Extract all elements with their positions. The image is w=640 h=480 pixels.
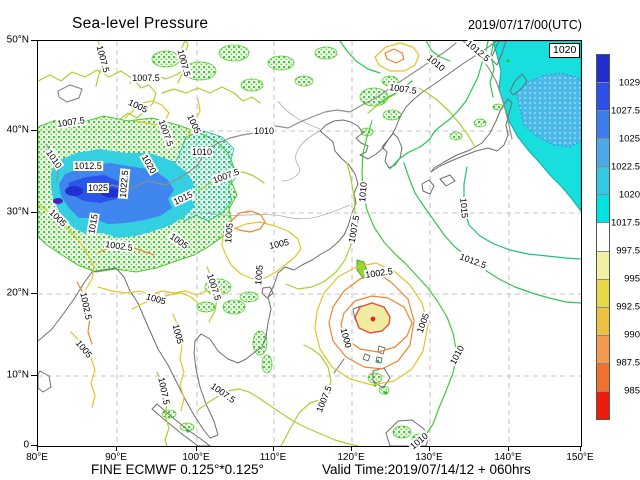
- tibet-high-fills: [38, 115, 239, 273]
- y-axis-tick: [31, 445, 37, 446]
- map-frame: 1007.5 1007.5 1007.5 1005 1007.5 1005 1007.5 10…: [37, 37, 582, 452]
- typhoon-core: [354, 302, 391, 334]
- x-axis-tick: [351, 446, 352, 451]
- x-axis-tick: [580, 446, 581, 451]
- typhoon-center-marker: [370, 316, 376, 322]
- x-axis-tick-label: 140°E: [494, 452, 522, 463]
- colorbar-cell: [597, 363, 609, 392]
- x-axis-tick: [116, 446, 117, 451]
- x-axis-tick-label: 110°E: [259, 452, 287, 463]
- x-axis-tick: [508, 446, 509, 451]
- colorbar-label: 997.5: [616, 245, 640, 257]
- forecast-datetime: 2019/07/17/00(UTC): [468, 18, 582, 32]
- colorbar-cell: [597, 139, 609, 168]
- colorbar-label: 985: [624, 385, 640, 397]
- colorbar-label: 990: [624, 329, 640, 341]
- green-spot-markers: [186, 59, 510, 433]
- pacific-high-1020-core: [515, 72, 581, 148]
- colorbar-cell: [597, 111, 609, 140]
- x-axis-tick: [196, 446, 197, 451]
- model-resolution-text: FINE ECMWF 0.125°*0.125°: [91, 462, 264, 477]
- colorbar-cell: [597, 391, 609, 420]
- colorbar-cell: [597, 251, 609, 280]
- colorbar-cell: [597, 55, 609, 84]
- x-axis-tick-label: 120°E: [337, 452, 365, 463]
- x-axis-tick-label: 90°E: [105, 452, 127, 463]
- colorbar-label: 995: [624, 273, 640, 285]
- y-axis-tick: [31, 130, 37, 131]
- y-axis-tick-label: 30°N: [6, 206, 29, 218]
- x-axis-tick-label: 150°E: [566, 452, 594, 463]
- valid-time-text: Valid Time:2019/07/14/12 + 060hrs: [322, 462, 531, 477]
- colorbar-cell: [597, 335, 609, 364]
- y-axis-tick-label: 0: [23, 439, 29, 451]
- colorbar-label: 1025: [618, 133, 640, 145]
- colorbar-label: 987.5: [616, 357, 640, 369]
- y-axis-tick-label: 50°N: [6, 34, 29, 46]
- pacific-high-fill: [492, 41, 581, 212]
- y-axis-tick: [31, 293, 37, 294]
- x-axis-tick-label: 130°E: [415, 452, 443, 463]
- y-axis-tick-label: 10°N: [6, 369, 29, 381]
- page-title: Sea-level Pressure: [72, 15, 209, 32]
- colorbar-label: 992.5: [616, 301, 640, 313]
- colorbar-label: 1020: [618, 189, 640, 201]
- y-axis-tick-label: 40°N: [6, 124, 29, 136]
- colorbar-label: 1027.5: [610, 105, 640, 117]
- isobar-1012p5-lines: [403, 162, 581, 304]
- x-axis-tick: [273, 446, 274, 451]
- y-axis-tick-label: 20°N: [6, 287, 29, 299]
- taiwan-island: [356, 259, 368, 279]
- x-axis-tick: [37, 446, 38, 451]
- colorbar-cell: [597, 223, 609, 252]
- y-axis-tick: [31, 212, 37, 213]
- colorbar-cell: [597, 279, 609, 308]
- y-axis-tick: [31, 375, 37, 376]
- x-axis-tick-label: 80°E: [26, 452, 48, 463]
- coastlines: [38, 41, 528, 446]
- y-axis-tick: [31, 40, 37, 41]
- x-axis-tick-label: 100°E: [182, 452, 210, 463]
- pressure-1020-boxed-label: 1020: [549, 43, 581, 58]
- colorbar-cell: [597, 195, 609, 224]
- colorbar-cell: [597, 167, 609, 196]
- colorbar-label: 1017.5: [610, 217, 640, 229]
- colorbar: [596, 54, 610, 420]
- colorbar-cell: [597, 307, 609, 336]
- colorbar-cell: [597, 83, 609, 112]
- isobar-1010-lines: [361, 120, 458, 446]
- colorbar-label: 1022.5: [610, 161, 640, 173]
- pressure-map-canvas: [38, 41, 581, 446]
- colorbar-label: 1029: [618, 77, 640, 89]
- x-axis-tick: [429, 446, 430, 451]
